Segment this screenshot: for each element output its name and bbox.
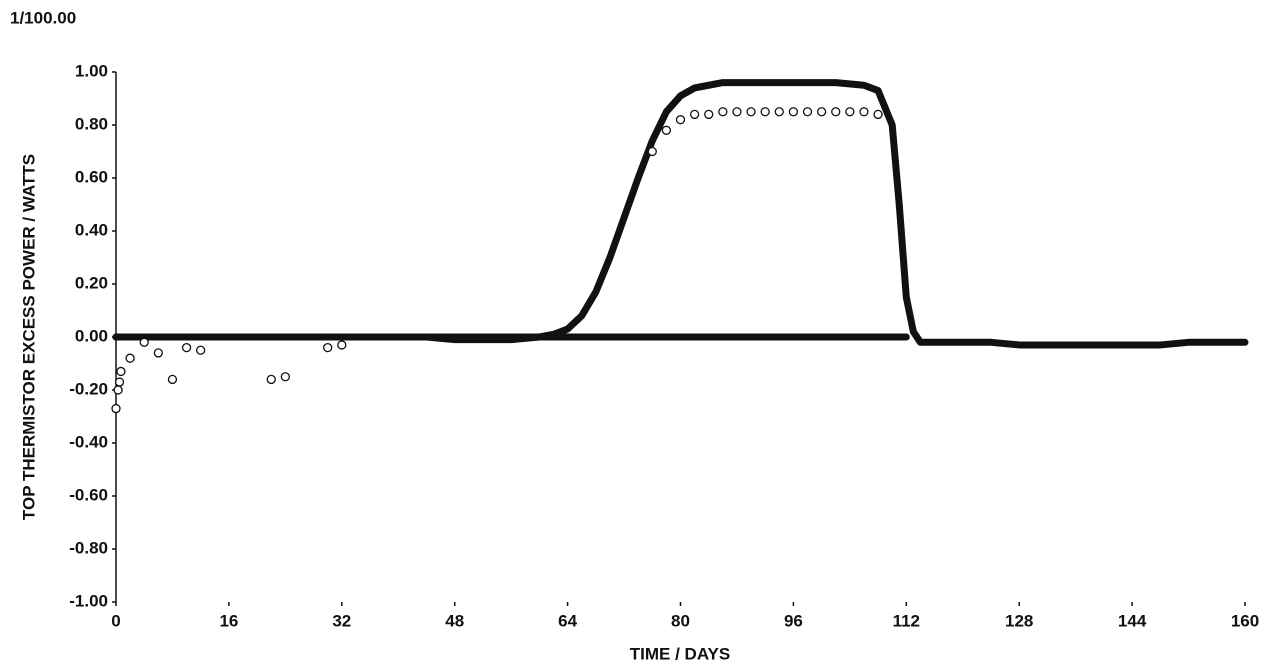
x-tick-label: 0 [111, 611, 120, 630]
x-tick-label: 160 [1231, 611, 1259, 630]
y-tick-label: 0.00 [75, 326, 108, 345]
data-point [266, 374, 276, 385]
y-tick-label: -0.40 [69, 432, 108, 451]
data-point [167, 374, 178, 385]
data-point [181, 342, 192, 353]
data-point [323, 342, 333, 353]
x-tick-label: 32 [332, 611, 351, 630]
data-point [337, 340, 347, 350]
data-point [647, 146, 657, 157]
data-point [718, 107, 728, 117]
data-point [873, 109, 883, 120]
data-point [845, 107, 855, 117]
data-point [113, 385, 123, 395]
data-point [675, 115, 686, 125]
x-tick-label: 16 [219, 611, 238, 630]
data-point [774, 107, 784, 117]
x-tick-label: 112 [893, 611, 920, 630]
data-point [139, 337, 149, 347]
y-tick-label: -1.00 [69, 591, 108, 610]
x-tick-label: 128 [1005, 611, 1033, 630]
data-point [831, 107, 841, 117]
x-tick-label: 144 [1118, 611, 1147, 630]
x-axis-label: TIME / DAYS [630, 644, 730, 663]
data-point [802, 107, 813, 117]
data-point [111, 403, 121, 414]
y-tick-label: 0.60 [75, 167, 108, 186]
y-tick-label: 0.20 [75, 273, 108, 292]
data-point [661, 125, 672, 135]
data-point [125, 353, 135, 363]
x-tick-label: 80 [671, 611, 690, 630]
data-point [746, 107, 756, 117]
data-point [280, 372, 291, 382]
data-point [196, 345, 206, 355]
data-point [816, 107, 827, 117]
x-tick-label: 96 [784, 611, 803, 630]
y-tick-label: -0.20 [69, 379, 108, 398]
y-axis-label: TOP THERMISTOR EXCESS POWER / WATTS [19, 154, 38, 520]
x-tick-label: 48 [445, 611, 464, 630]
data-point [689, 109, 700, 120]
data-point [788, 107, 799, 117]
data-point [732, 107, 742, 117]
data-point [859, 107, 869, 117]
y-tick-label: 1.00 [75, 61, 108, 80]
corner-label: 1/100.00 [10, 8, 76, 27]
y-tick-label: 0.80 [75, 114, 108, 133]
data-point [760, 107, 770, 117]
data-point [114, 377, 125, 387]
data-point [116, 366, 126, 377]
x-tick-label: 64 [558, 611, 577, 630]
y-tick-label: 0.40 [75, 220, 108, 239]
y-tick-label: -0.60 [69, 485, 108, 504]
y-tick-label: -0.80 [69, 538, 108, 557]
data-point [153, 348, 163, 358]
data-point [704, 109, 714, 120]
